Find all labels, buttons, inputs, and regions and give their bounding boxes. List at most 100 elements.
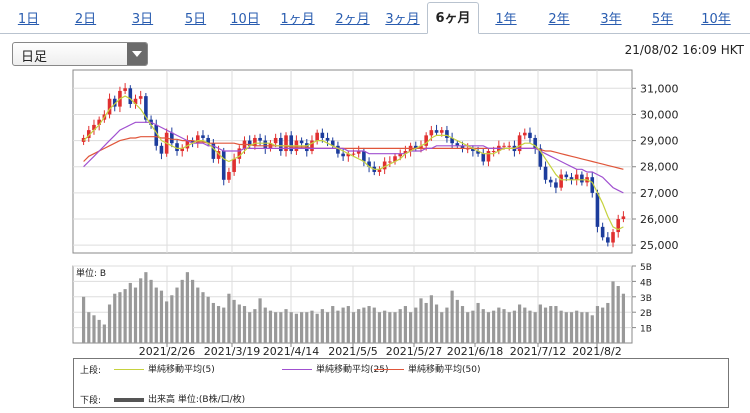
- candle-body: [170, 132, 174, 144]
- tab-11[interactable]: 2年: [548, 12, 570, 27]
- ma5-swatch: [114, 369, 144, 370]
- volume-tick-label: 3B: [640, 294, 652, 304]
- volume-bar: [507, 312, 511, 343]
- volume-bar: [471, 310, 475, 343]
- tab-2[interactable]: 2日: [74, 12, 97, 27]
- legend-ma50-label: 単純移動平均(50): [408, 365, 481, 375]
- volume-bar: [118, 292, 122, 343]
- candle-body: [419, 145, 423, 149]
- candle-body: [606, 237, 610, 243]
- candle-body: [107, 98, 112, 115]
- tab-5[interactable]: 10日: [230, 12, 260, 27]
- ma50-swatch: [374, 369, 404, 370]
- candle-body: [154, 124, 159, 146]
- volume-bar: [346, 306, 350, 343]
- volume-bar: [237, 304, 241, 343]
- volume-bar: [580, 312, 584, 343]
- candle-body: [159, 145, 164, 154]
- tab-10[interactable]: 1年: [495, 12, 517, 27]
- volume-bar: [445, 307, 449, 343]
- legend-lower-label: 下段:: [80, 396, 102, 406]
- candle-body: [507, 145, 512, 147]
- volume-bar: [621, 293, 626, 343]
- volume-bar: [232, 299, 236, 343]
- candle-body: [450, 137, 454, 144]
- volume-bar: [564, 312, 568, 343]
- candle-body: [533, 137, 537, 149]
- tab-8[interactable]: 3ヶ月: [385, 12, 420, 27]
- chevron-down-icon[interactable]: [127, 43, 147, 65]
- volume-bar: [258, 298, 262, 343]
- candle-body: [481, 153, 486, 162]
- legend-ma50: 単純移動平均(50): [374, 362, 480, 375]
- candle-body: [491, 151, 496, 153]
- tab-13[interactable]: 5年: [651, 12, 674, 27]
- volume-bar: [585, 312, 589, 343]
- candle-body: [528, 132, 532, 138]
- tab-6[interactable]: 1ヶ月: [280, 12, 315, 27]
- candle-body: [216, 151, 221, 159]
- volume-bar: [351, 312, 356, 343]
- volume-bar: [569, 312, 574, 343]
- candle-body: [258, 137, 262, 141]
- candle-body: [195, 135, 200, 144]
- tab-3[interactable]: 3日: [131, 12, 154, 27]
- candle-body: [138, 96, 143, 99]
- candle-body: [377, 169, 382, 172]
- candle-body: [336, 145, 340, 154]
- volume-bar: [242, 306, 247, 343]
- candle-body: [315, 132, 319, 141]
- candle-body: [86, 130, 91, 138]
- volume-swatch: [114, 397, 144, 402]
- candle-body: [346, 153, 351, 157]
- volume-bar: [486, 312, 491, 343]
- candle-body: [362, 151, 366, 162]
- volume-bar: [440, 312, 444, 343]
- tab-9[interactable]: 6ヶ月: [427, 2, 479, 34]
- volume-bar: [554, 306, 558, 343]
- x-tick-label: 2021/7/12: [510, 345, 566, 358]
- volume-bar: [216, 306, 221, 343]
- volume-bar: [227, 293, 231, 343]
- volume-bar: [559, 310, 563, 343]
- tab-1[interactable]: 1日: [17, 12, 40, 27]
- candle-body: [289, 135, 294, 152]
- volume-bar: [113, 293, 117, 343]
- tab-14[interactable]: 10年: [701, 12, 731, 27]
- ma25-swatch: [282, 369, 312, 370]
- volume-bar: [606, 302, 610, 343]
- tab-12[interactable]: 3年: [600, 12, 622, 27]
- volume-bar: [185, 272, 190, 343]
- volume-bar: [201, 292, 205, 343]
- candle-body: [595, 192, 600, 227]
- legend-upper-label: 上段:: [80, 366, 102, 376]
- legend-ma25-label: 単純移動平均(25): [316, 365, 389, 375]
- volume-bar: [165, 301, 169, 343]
- volume-bar: [206, 296, 210, 343]
- ma25-line: [83, 121, 624, 194]
- volume-bar: [331, 306, 335, 343]
- volume-bar: [310, 310, 314, 343]
- legend-ma25: 単純移動平均(25): [282, 362, 388, 375]
- candle-body: [356, 151, 361, 154]
- candle-body: [538, 148, 543, 167]
- candle-body: [476, 151, 480, 154]
- volume-bar: [190, 279, 195, 343]
- tab-7[interactable]: 2ヶ月: [335, 12, 370, 27]
- volume-bar: [362, 307, 366, 343]
- x-tick-label: 2021/4/14: [263, 345, 319, 358]
- candle-body: [522, 132, 527, 136]
- volume-bar: [305, 312, 309, 343]
- chart-interval-select[interactable]: 日足: [12, 42, 148, 66]
- volume-unit-label: 単位: B: [76, 267, 106, 279]
- candle-body: [548, 179, 553, 183]
- volume-tick-label: 5B: [640, 263, 652, 273]
- candle-body: [128, 88, 133, 104]
- candle-body: [455, 143, 460, 146]
- volume-bar: [403, 306, 408, 343]
- volume-bar: [372, 307, 376, 343]
- candle-body: [616, 219, 621, 233]
- legend-ma5-label: 単純移動平均(5): [148, 365, 215, 375]
- price-tick-label: 27,000: [640, 187, 679, 200]
- tab-4[interactable]: 5日: [184, 12, 207, 27]
